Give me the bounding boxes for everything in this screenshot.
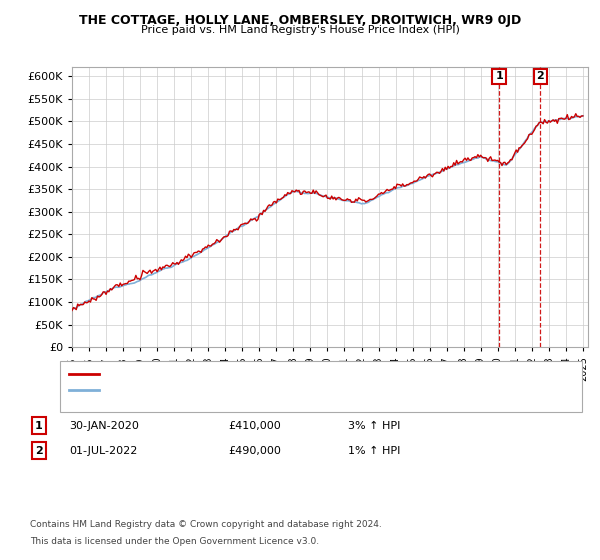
- Text: THE COTTAGE, HOLLY LANE, OMBERSLEY, DROITWICH, WR9 0JD (detached house): THE COTTAGE, HOLLY LANE, OMBERSLEY, DROI…: [105, 368, 506, 379]
- Text: 3% ↑ HPI: 3% ↑ HPI: [348, 421, 400, 431]
- Text: 01-JUL-2022: 01-JUL-2022: [69, 446, 137, 456]
- Text: Contains HM Land Registry data © Crown copyright and database right 2024.: Contains HM Land Registry data © Crown c…: [30, 520, 382, 529]
- Text: THE COTTAGE, HOLLY LANE, OMBERSLEY, DROITWICH, WR9 0JD: THE COTTAGE, HOLLY LANE, OMBERSLEY, DROI…: [79, 14, 521, 27]
- Text: 1% ↑ HPI: 1% ↑ HPI: [348, 446, 400, 456]
- Text: Price paid vs. HM Land Registry's House Price Index (HPI): Price paid vs. HM Land Registry's House …: [140, 25, 460, 35]
- Text: £490,000: £490,000: [228, 446, 281, 456]
- Text: 30-JAN-2020: 30-JAN-2020: [69, 421, 139, 431]
- Text: £410,000: £410,000: [228, 421, 281, 431]
- Text: HPI: Average price, detached house, Wychavon: HPI: Average price, detached house, Wych…: [105, 385, 337, 395]
- Text: This data is licensed under the Open Government Licence v3.0.: This data is licensed under the Open Gov…: [30, 537, 319, 546]
- Text: 1: 1: [495, 71, 503, 81]
- Text: 2: 2: [536, 71, 544, 81]
- Text: 1: 1: [35, 421, 43, 431]
- Text: 2: 2: [35, 446, 43, 456]
